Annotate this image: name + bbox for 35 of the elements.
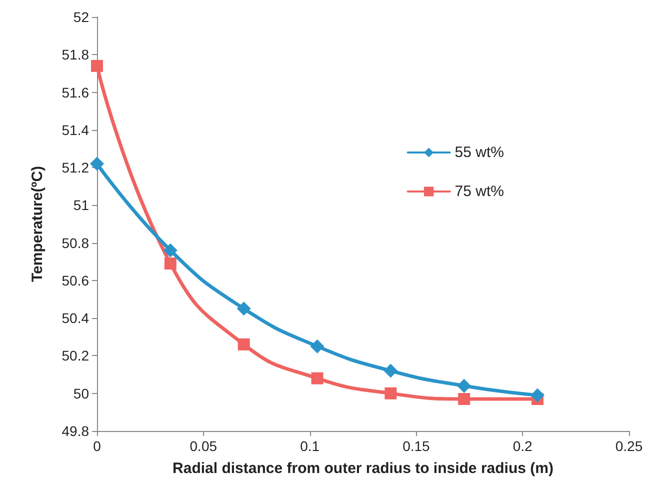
- point: [458, 393, 470, 406]
- y-tick-label: 50.6: [62, 272, 90, 288]
- point: [384, 364, 398, 378]
- x-tick-label: 0.25: [615, 438, 643, 454]
- x-tick-label: 0.15: [402, 438, 430, 454]
- y-tick-label: 51.4: [62, 122, 90, 138]
- point: [384, 387, 397, 400]
- y-tick-label: 49.8: [62, 423, 90, 439]
- point: [90, 156, 104, 171]
- y-tick-label: 50.2: [62, 348, 90, 364]
- legend-label: 75 wt%: [454, 183, 504, 200]
- y-tick-label: 50: [73, 385, 90, 402]
- x-axis-title: Radial distance from outer radius to inside radius (m): [172, 460, 554, 477]
- y-tick-label: 51.8: [62, 46, 90, 63]
- y-axis-title: Temperature(ºC): [29, 166, 46, 282]
- y-tick-label: 52: [73, 9, 90, 25]
- x-tick-label: 0.1: [300, 438, 320, 454]
- point: [310, 339, 324, 354]
- point: [236, 302, 251, 316]
- x-tick-label: 0.05: [190, 438, 218, 454]
- point: [91, 60, 103, 72]
- legend-label: 55 wt%: [454, 144, 504, 161]
- point: [311, 372, 324, 384]
- y-tick-label: 50.8: [62, 234, 90, 251]
- point: [164, 258, 176, 270]
- point: [457, 378, 472, 393]
- point: [238, 338, 250, 350]
- x-tick-label: 0.2: [512, 438, 533, 454]
- point: [163, 243, 178, 258]
- y-tick-label: 51.2: [62, 160, 90, 176]
- y-tick-label: 51: [73, 197, 90, 214]
- point: [530, 388, 544, 402]
- x-tick-label: 0: [93, 438, 102, 454]
- y-tick-label: 51.6: [62, 84, 90, 100]
- y-tick-label: 50.4: [62, 310, 90, 326]
